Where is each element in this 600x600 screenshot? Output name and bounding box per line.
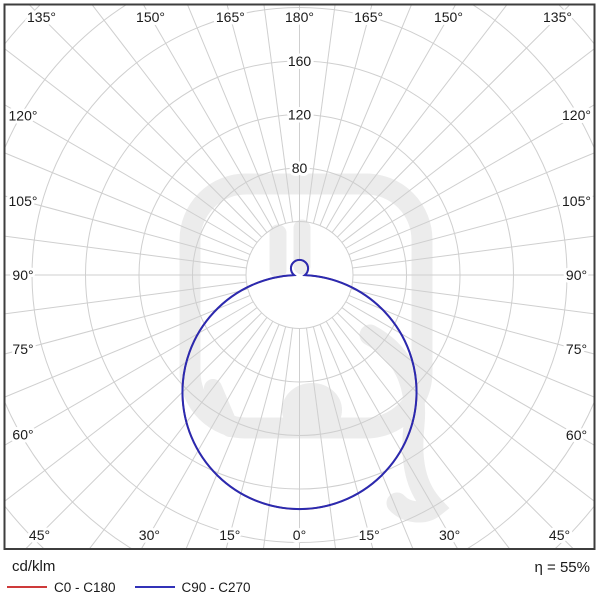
grid-ray [325,4,457,229]
grid-ray [4,195,248,262]
grid-ray [341,48,595,243]
angle-label: 180° [285,9,314,25]
angle-label: 165° [354,9,383,25]
angle-label: 15° [359,527,380,543]
grid-ray [325,321,459,549]
angle-label: 30° [439,527,460,543]
grid-ray [331,317,511,549]
grid-ray [4,295,251,398]
angle-label: 75° [12,341,33,357]
angle-label: 105° [562,193,591,209]
grid-ray [341,307,595,502]
grid-ray [91,4,268,233]
grid-ray [345,301,595,446]
grid-ray [4,288,248,355]
grid-ray [336,312,575,549]
grid-ray [4,152,251,255]
angle-label: 135° [27,9,56,25]
grid-ray [336,4,571,238]
grid-ray [226,4,287,224]
watermark-bar [204,379,239,437]
grid-ray [4,48,258,243]
grid-ray [4,307,258,502]
grid-ray [4,301,254,446]
grid-ray [4,281,247,315]
grid-ray [262,327,294,549]
legend-swatch-c90-c270 [134,586,175,588]
grid-ray [186,4,280,226]
efficiency-value: η = 55% [534,559,590,576]
grid-ray [345,104,595,249]
angle-label: 0° [293,527,306,543]
grid-ray [348,152,595,255]
radial-tick-label: 80 [292,160,308,176]
grid-ray [352,235,595,269]
watermark-blob [282,383,342,437]
angle-label: 45° [29,527,50,543]
angle-label: 60° [566,427,587,443]
angle-label: 150° [136,9,165,25]
grid-ray [312,4,373,224]
angle-label: 60° [12,427,33,443]
legend-label-c0-c180: C0 - C180 [54,579,116,595]
watermark-tail [359,324,450,523]
grid-ray [305,4,336,223]
labels: 80 120 160 0° 15° 15° 30° 30° 45° 45° 60° 60° 75° 75°… [6,6,594,546]
legend: C0 - C180 C90 - C270 [7,579,270,595]
plot-border [3,3,596,550]
radial-tick-label: 120 [288,107,312,123]
grid-ray [352,281,595,315]
grid-ray [305,327,337,549]
grid-ray [24,312,263,549]
grid-ray [28,4,263,238]
angle-label: 15° [219,527,240,543]
legend-label-c90-c270: C90 - C270 [181,579,251,595]
grid-ray [348,295,595,398]
radial-tick-label: 160 [288,53,312,69]
legend-swatch-c0-c180 [7,586,47,588]
angle-label: 90° [566,267,587,283]
grid-ray [225,326,287,549]
angle-label: 120° [562,107,591,123]
watermark-logo [179,173,450,523]
grid-ray [140,321,274,549]
grid-ray [351,288,595,355]
angle-label: 150° [434,9,463,25]
grid-ray [312,326,374,549]
curve-c90-c270 [181,258,418,511]
grid-ray [88,317,268,549]
angle-label: 90° [12,267,33,283]
grid-ray [331,4,508,233]
grid-ray [185,324,280,549]
angle-label: 30° [139,527,160,543]
angle-label: 105° [9,193,38,209]
grid-ray [263,4,294,223]
angle-label: 135° [543,9,572,25]
unit-label: cd/klm [12,558,56,575]
angle-label: 45° [549,527,570,543]
grid-ray [4,235,247,269]
grid-ray [4,104,254,249]
grid-ray [351,195,595,262]
angle-label: 75° [566,341,587,357]
grid-ray [319,324,414,549]
angle-label: 120° [9,107,38,123]
angle-label: 165° [216,9,245,25]
grid-ray [142,4,274,229]
grid-ray [319,4,413,226]
